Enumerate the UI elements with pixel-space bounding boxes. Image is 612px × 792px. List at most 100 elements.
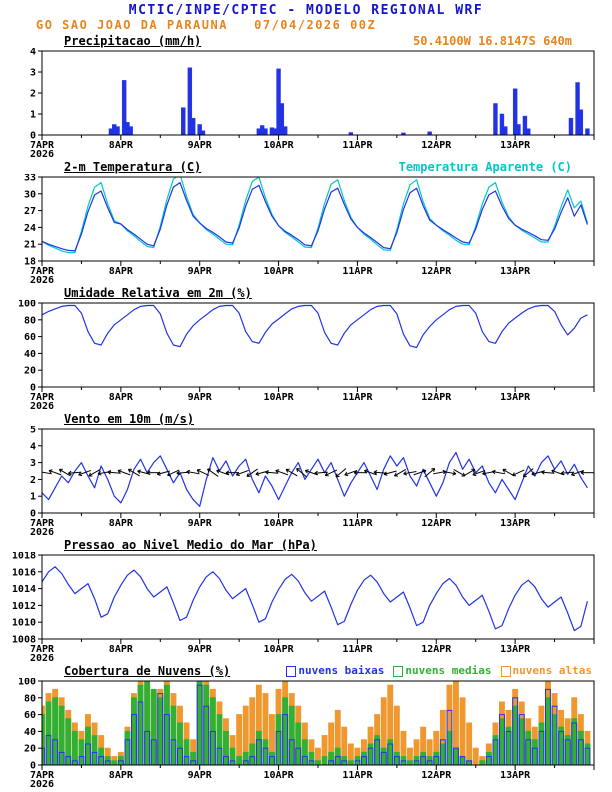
svg-text:10APR: 10APR: [264, 392, 295, 403]
svg-text:7APR: 7APR: [30, 266, 55, 277]
svg-text:0: 0: [30, 131, 36, 142]
svg-text:8APR: 8APR: [109, 266, 134, 277]
svg-text:11APR: 11APR: [342, 770, 373, 781]
svg-text:12APR: 12APR: [421, 518, 452, 529]
svg-text:80: 80: [24, 693, 36, 704]
svg-text:8APR: 8APR: [109, 644, 134, 655]
svg-text:5: 5: [30, 426, 36, 436]
panel-temperature: 2-m Temperatura (C) Temperatura Aparente…: [0, 158, 612, 284]
page-subtitle: GO SAO JOAO DA PARAUNA 07/04/2026 00Z: [36, 18, 377, 32]
legend-item-high-clouds: nuvens altas: [500, 664, 592, 678]
humidity-title: Umidade Relativa em 2m (%): [64, 286, 252, 300]
panel-precipitation: Precipitacao (mm/h) 50.4100W 16.8147S 64…: [0, 32, 612, 158]
clouds-title: Cobertura de Nuvens (%): [64, 664, 231, 678]
svg-text:7APR: 7APR: [30, 644, 55, 655]
svg-text:9APR: 9APR: [188, 518, 213, 529]
low-clouds-label: nuvens baixas: [298, 664, 385, 677]
high-clouds-label: nuvens altas: [512, 664, 592, 677]
svg-text:13APR: 13APR: [500, 392, 531, 403]
panel-clouds: Cobertura de Nuvens (%) nuvens baixas nu…: [0, 662, 612, 788]
low-clouds-swatch: [286, 665, 297, 677]
svg-text:60: 60: [24, 710, 36, 721]
high-clouds-swatch: [500, 665, 511, 677]
svg-text:11APR: 11APR: [342, 518, 373, 529]
svg-text:9APR: 9APR: [188, 770, 213, 781]
svg-text:33: 33: [24, 174, 36, 184]
svg-text:20: 20: [24, 366, 36, 377]
svg-text:10APR: 10APR: [264, 644, 295, 655]
svg-text:2026: 2026: [30, 149, 54, 158]
svg-text:8APR: 8APR: [109, 392, 134, 403]
panel-humidity: Umidade Relativa em 2m (%) 0 20 40 60 80 100 7…: [0, 284, 612, 410]
pressure-title: Pressao ao Nivel Medio do Mar (hPa): [64, 538, 317, 552]
svg-text:11APR: 11APR: [342, 644, 373, 655]
svg-text:7APR: 7APR: [30, 140, 55, 151]
mid-clouds-label: nuvens medias: [405, 664, 492, 677]
svg-text:100: 100: [18, 678, 36, 688]
panel-wind: Vento em 10m (m/s) 0 1 2 3 4 5 7APR 2026 8APR 9AP…: [0, 410, 612, 536]
svg-text:20: 20: [24, 744, 36, 755]
svg-text:0: 0: [30, 509, 36, 520]
svg-text:40: 40: [24, 727, 36, 738]
svg-text:1010: 1010: [12, 618, 36, 629]
svg-text:1: 1: [30, 110, 36, 121]
precipitation-title: Precipitacao (mm/h): [64, 34, 202, 48]
svg-text:60: 60: [24, 332, 36, 343]
svg-text:8APR: 8APR: [109, 518, 134, 529]
svg-text:1016: 1016: [12, 567, 36, 578]
svg-text:12APR: 12APR: [421, 266, 452, 277]
svg-text:2026: 2026: [30, 275, 54, 284]
svg-text:9APR: 9APR: [188, 140, 213, 151]
svg-text:2026: 2026: [30, 779, 54, 788]
panel-pressure: Pressao ao Nivel Medio do Mar (hPa) 1008…: [0, 536, 612, 662]
wind-title: Vento em 10m (m/s): [64, 412, 195, 426]
svg-text:0: 0: [30, 383, 36, 394]
svg-text:40: 40: [24, 349, 36, 360]
svg-text:8APR: 8APR: [109, 140, 134, 151]
svg-text:12APR: 12APR: [421, 770, 452, 781]
svg-text:11APR: 11APR: [342, 266, 373, 277]
svg-text:8APR: 8APR: [109, 770, 134, 781]
svg-text:4: 4: [30, 48, 36, 58]
svg-text:9APR: 9APR: [188, 392, 213, 403]
svg-text:1008: 1008: [12, 635, 36, 646]
page-title: MCTIC/INPE/CPTEC - MODELO REGIONAL WRF: [128, 3, 484, 18]
svg-text:12APR: 12APR: [421, 392, 452, 403]
legend-item-mid-clouds: nuvens medias: [393, 664, 492, 678]
svg-text:13APR: 13APR: [500, 770, 531, 781]
svg-text:10APR: 10APR: [264, 266, 295, 277]
svg-text:9APR: 9APR: [188, 644, 213, 655]
svg-text:30: 30: [24, 189, 36, 200]
svg-text:3: 3: [30, 458, 36, 469]
svg-text:2: 2: [30, 89, 36, 100]
svg-text:3: 3: [30, 68, 36, 79]
svg-text:4: 4: [30, 441, 36, 452]
station-coordinates-label: 50.4100W 16.8147S 640m: [413, 34, 572, 48]
svg-text:13APR: 13APR: [500, 644, 531, 655]
svg-text:2026: 2026: [30, 527, 54, 536]
apparent-temperature-label: Temperatura Aparente (C): [398, 160, 572, 174]
svg-text:11APR: 11APR: [342, 392, 373, 403]
svg-text:0: 0: [30, 761, 36, 772]
temperature-title: 2-m Temperatura (C): [64, 160, 202, 174]
svg-text:1012: 1012: [12, 601, 36, 612]
svg-text:100: 100: [18, 300, 36, 310]
svg-text:13APR: 13APR: [500, 140, 531, 151]
svg-text:10APR: 10APR: [264, 770, 295, 781]
svg-text:13APR: 13APR: [500, 266, 531, 277]
svg-text:2: 2: [30, 475, 36, 486]
svg-text:1: 1: [30, 492, 36, 503]
mid-clouds-swatch: [393, 665, 404, 677]
svg-text:12APR: 12APR: [421, 140, 452, 151]
svg-text:24: 24: [24, 223, 36, 234]
svg-text:2026: 2026: [30, 653, 54, 662]
clouds-legend: nuvens baixas nuvens medias nuvens altas: [286, 664, 592, 678]
svg-text:27: 27: [24, 206, 36, 217]
